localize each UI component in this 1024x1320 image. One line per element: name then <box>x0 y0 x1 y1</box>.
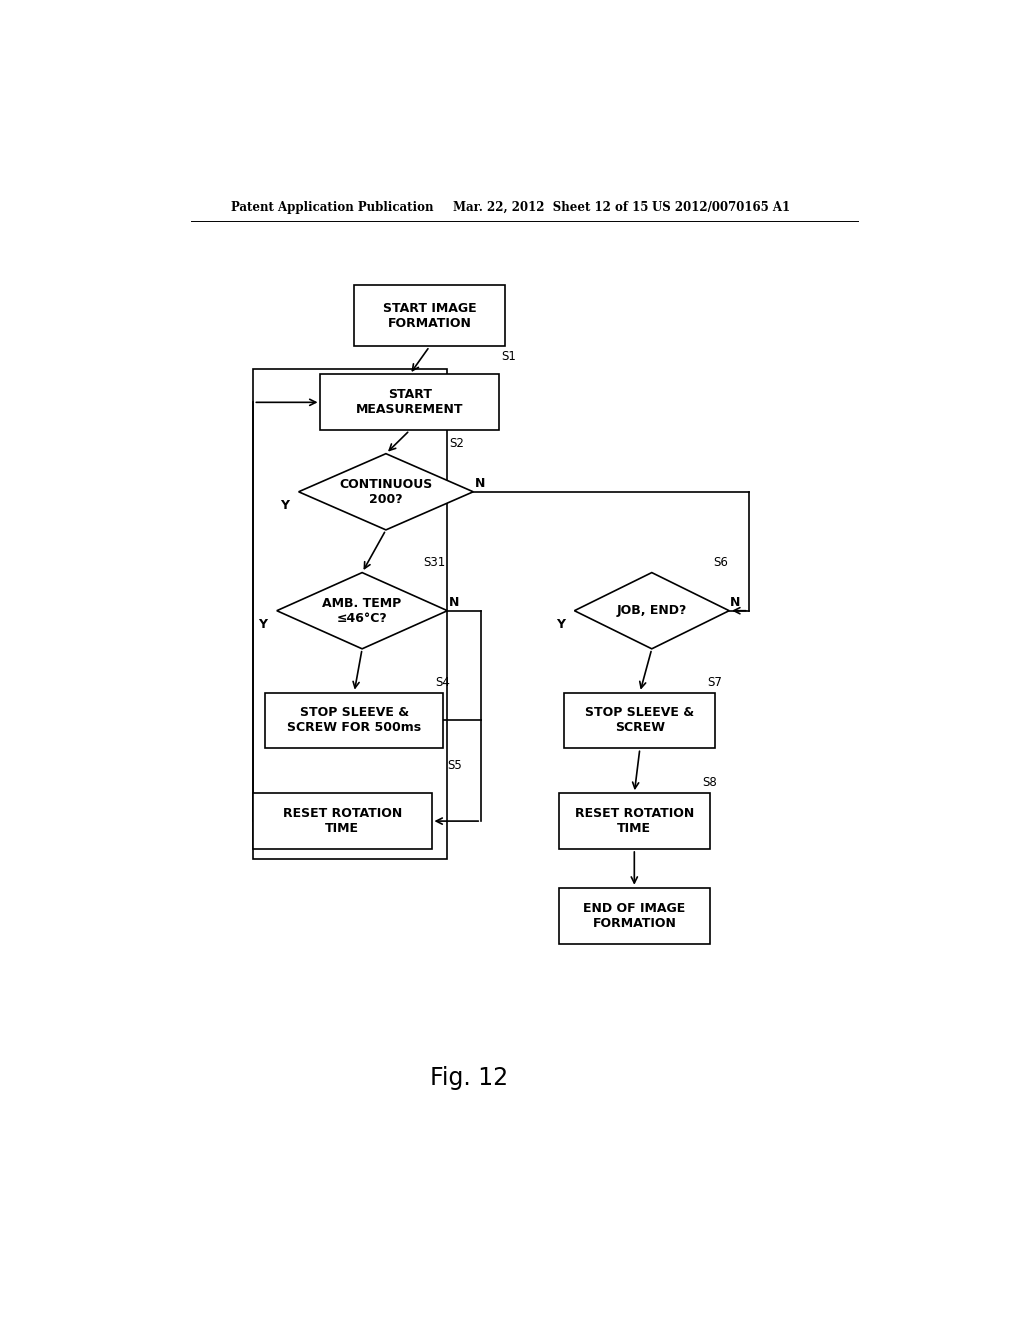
FancyBboxPatch shape <box>253 793 431 849</box>
Polygon shape <box>299 454 473 529</box>
Text: S1: S1 <box>501 350 516 363</box>
Text: AMB. TEMP
≤46°C?: AMB. TEMP ≤46°C? <box>323 597 401 624</box>
Text: S4: S4 <box>435 676 451 689</box>
Text: END OF IMAGE
FORMATION: END OF IMAGE FORMATION <box>584 902 685 929</box>
Text: STOP SLEEVE &
SCREW: STOP SLEEVE & SCREW <box>586 706 694 734</box>
Text: N: N <box>474 477 484 490</box>
Text: Y: Y <box>556 618 564 631</box>
FancyBboxPatch shape <box>321 375 499 430</box>
Text: CONTINUOUS
200?: CONTINUOUS 200? <box>339 478 432 506</box>
Text: S5: S5 <box>447 759 462 772</box>
Text: JOB, END?: JOB, END? <box>616 605 687 618</box>
Text: Patent Application Publication: Patent Application Publication <box>231 201 434 214</box>
Text: START IMAGE
FORMATION: START IMAGE FORMATION <box>383 302 476 330</box>
Text: N: N <box>449 597 459 609</box>
FancyBboxPatch shape <box>559 793 710 849</box>
FancyBboxPatch shape <box>564 693 715 748</box>
Text: S8: S8 <box>701 776 717 789</box>
Text: Y: Y <box>280 499 289 512</box>
Text: Y: Y <box>258 618 267 631</box>
Polygon shape <box>276 573 447 649</box>
FancyBboxPatch shape <box>265 693 443 748</box>
Text: S6: S6 <box>714 556 728 569</box>
FancyBboxPatch shape <box>354 285 505 346</box>
Text: RESET ROTATION
TIME: RESET ROTATION TIME <box>283 807 401 836</box>
Text: Mar. 22, 2012  Sheet 12 of 15: Mar. 22, 2012 Sheet 12 of 15 <box>454 201 649 214</box>
Text: STOP SLEEVE &
SCREW FOR 500ms: STOP SLEEVE & SCREW FOR 500ms <box>287 706 421 734</box>
Text: S7: S7 <box>708 676 722 689</box>
Text: S31: S31 <box>424 556 445 569</box>
Text: START
MEASUREMENT: START MEASUREMENT <box>356 388 464 416</box>
Text: RESET ROTATION
TIME: RESET ROTATION TIME <box>574 807 694 836</box>
Text: N: N <box>730 597 740 609</box>
Polygon shape <box>574 573 729 649</box>
Text: Fig. 12: Fig. 12 <box>430 1067 508 1090</box>
Text: US 2012/0070165 A1: US 2012/0070165 A1 <box>652 201 790 214</box>
FancyBboxPatch shape <box>559 887 710 944</box>
Text: S2: S2 <box>450 437 464 450</box>
